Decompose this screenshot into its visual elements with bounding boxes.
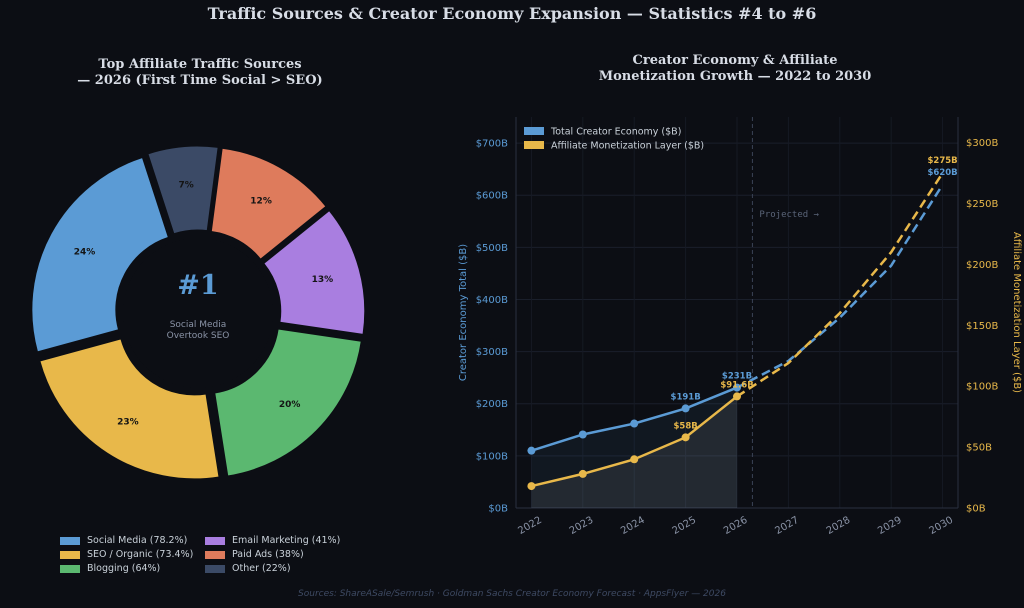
- y2-tick-label: $150B: [966, 321, 998, 332]
- donut-slice-pct-label: 24%: [74, 248, 96, 258]
- x-tick-label: 2025: [671, 515, 699, 537]
- y2-tick-label: $250B: [966, 199, 998, 210]
- series-point: [578, 430, 587, 439]
- legend-swatch: [524, 141, 544, 149]
- y2-tick-label: $300B: [966, 138, 998, 149]
- donut-slice-0: [31, 156, 169, 353]
- y-tick-label: $100B: [476, 451, 508, 462]
- series-point: [527, 482, 536, 491]
- legend-swatch: [205, 564, 225, 573]
- x-tick-label: 2022: [516, 515, 544, 537]
- series-data-label: $275B: [928, 156, 958, 166]
- series-point: [733, 383, 741, 392]
- legend-label: Paid Ads (38%): [232, 549, 304, 560]
- y2-tick-label: $100B: [966, 382, 998, 393]
- series-data-label: $620B: [928, 168, 958, 178]
- donut-slice-pct-label: 23%: [117, 417, 139, 427]
- donut-title-line1: Top Affiliate Traffic Sources: [98, 57, 302, 72]
- series-line-projected: [736, 172, 944, 398]
- y-tick-label: $300B: [476, 347, 508, 358]
- series-data-label: $191B: [671, 392, 701, 402]
- line-chart-title: Creator Economy & Affiliate Monetization…: [540, 53, 930, 85]
- legend-label: Total Creator Economy ($B): [550, 127, 681, 138]
- donut-slice-4: [210, 147, 327, 260]
- series-point: [527, 446, 536, 455]
- legend-label: Affiliate Monetization Layer ($B): [551, 141, 704, 152]
- x-tick-label: 2029: [876, 515, 904, 537]
- legend-item: SEO / Organic (73.4%): [60, 549, 193, 560]
- main-title: Traffic Sources & Creator Economy Expans…: [207, 4, 817, 23]
- donut-center-label: #1: [177, 270, 218, 301]
- line-title-line2: Monetization Growth — 2022 to 2030: [598, 69, 872, 84]
- legend-swatch: [60, 564, 80, 573]
- x-tick-label: 2027: [773, 515, 801, 537]
- y-tick-label: $200B: [476, 399, 508, 410]
- legend-item: Blogging (64%): [60, 563, 160, 574]
- legend-swatch: [205, 536, 225, 545]
- x-tick-label: 2026: [722, 515, 750, 537]
- donut-chart-title: Top Affiliate Traffic Sources — 2026 (Fi…: [40, 57, 360, 89]
- legend-item: Social Media (78.2%): [60, 535, 187, 546]
- y2-tick-label: $50B: [966, 443, 992, 454]
- series-point: [733, 392, 741, 401]
- legend-label: SEO / Organic (73.4%): [87, 549, 194, 560]
- y-tick-label: $700B: [476, 139, 508, 150]
- donut-slice-2: [214, 328, 362, 477]
- legend-swatch: [524, 127, 544, 135]
- series-data-label: $58B: [673, 421, 697, 431]
- donut-slice-pct-label: 12%: [250, 196, 272, 206]
- legend-swatch: [205, 550, 225, 559]
- legend-swatch: [60, 550, 80, 559]
- legend-item: Other (22%): [205, 563, 291, 574]
- y2-axis-label: Affiliate Monetization Layer ($B): [1011, 232, 1022, 393]
- y-tick-label: $500B: [476, 243, 508, 254]
- y2-tick-label: $200B: [966, 260, 998, 271]
- projected-label: Projected →: [759, 210, 819, 220]
- x-tick-label: 2030: [928, 515, 956, 537]
- donut-chart: 24% 23% 20% 13% 12% 7% #1 Social MediaOvertook …: [31, 145, 366, 480]
- x-tick-label: 2023: [568, 515, 596, 537]
- series-point: [578, 469, 587, 478]
- donut-slice-pct-label: 20%: [279, 400, 301, 410]
- legend-label: Blogging (64%): [87, 563, 161, 574]
- series-area-fill: [531, 396, 737, 508]
- legend-label: Other (22%): [232, 563, 291, 574]
- legend-item: Email Marketing (41%): [205, 535, 340, 546]
- series-line-projected: [736, 184, 944, 389]
- series-point: [681, 404, 690, 413]
- x-tick-label: 2028: [825, 515, 853, 537]
- y-tick-label: $400B: [476, 295, 508, 306]
- line-legend: Total Creator Economy ($B) Affiliate Mone…: [524, 127, 704, 152]
- donut-hole: [123, 238, 273, 388]
- legend-item: Paid Ads (38%): [205, 549, 304, 560]
- legend-label: Social Media (78.2%): [87, 535, 188, 546]
- legend-label: Email Marketing (41%): [232, 535, 341, 546]
- donut-slice-pct-label: 7%: [179, 181, 194, 191]
- source-note: Sources: ShareASale/Semrush · Goldman Sa…: [298, 589, 726, 599]
- donut-slice-3: [263, 209, 366, 335]
- series-data-label: $91.6B: [720, 380, 753, 390]
- legend-swatch: [60, 536, 80, 545]
- donut-slice-pct-label: 13%: [312, 275, 334, 285]
- y2-tick-label: $0B: [966, 504, 986, 515]
- series-data-label: $231B: [722, 372, 752, 382]
- donut-slice-5: [147, 145, 219, 235]
- y-tick-label: $600B: [476, 191, 508, 202]
- series-point: [681, 433, 690, 442]
- donut-title-line2: — 2026 (First Time Social > SEO): [77, 73, 323, 88]
- x-tick-label: 2024: [619, 515, 647, 537]
- donut-slice-1: [39, 338, 220, 480]
- series-point: [630, 455, 639, 464]
- series-point: [630, 419, 639, 428]
- y-tick-label: $0B: [488, 504, 508, 515]
- donut-center-sub1: Social Media: [170, 320, 227, 330]
- line-title-line1: Creator Economy & Affiliate: [632, 53, 838, 68]
- y-axis-label: Creator Economy Total ($B): [458, 244, 469, 381]
- donut-center-sub2: Overtook SEO: [167, 331, 230, 341]
